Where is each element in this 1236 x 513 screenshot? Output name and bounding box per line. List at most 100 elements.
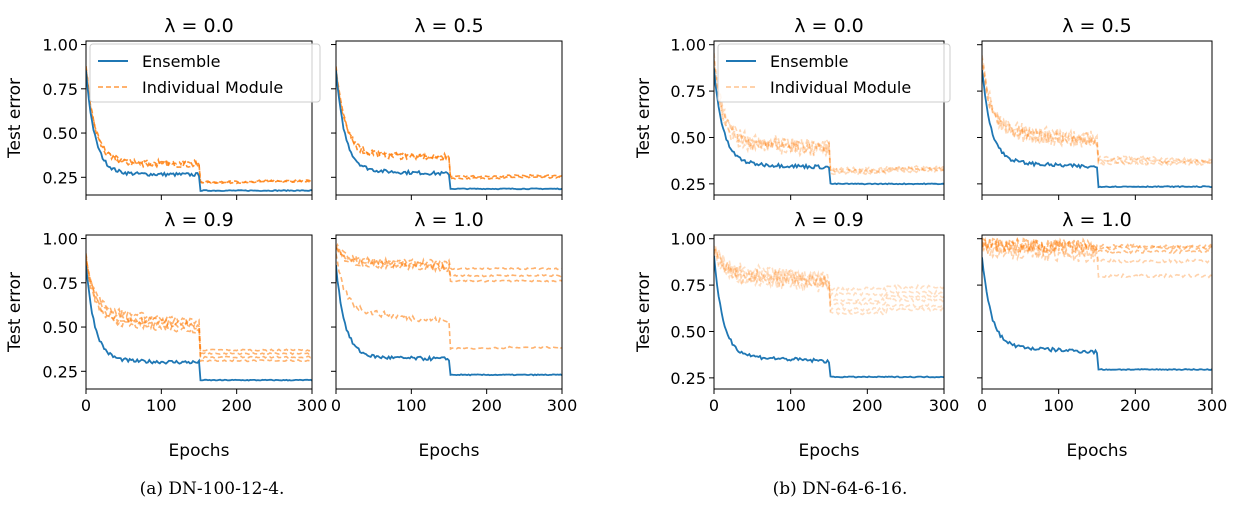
figure-a: λ = 0.0 0.25 0.50 0.75 1.00 Test error Ensembl… — [5, 15, 577, 499]
y-tick-label: 1.00 — [42, 36, 78, 55]
y-axis-label: Test error — [5, 78, 25, 159]
module-series-line — [714, 245, 944, 299]
x-tick-label: 100 — [146, 396, 177, 415]
y-tick-label: 1.00 — [42, 230, 78, 249]
subplot: λ = 0.5 — [977, 15, 1213, 200]
ensemble-series-line — [982, 69, 1212, 189]
ensemble-series-line — [86, 70, 312, 193]
y-tick-label: 0.25 — [42, 362, 78, 381]
ensemble-series-line — [714, 68, 944, 186]
y-tick-label: 1.00 — [670, 230, 706, 249]
ensemble-series-line — [336, 70, 562, 191]
module-series-line — [714, 249, 944, 304]
legend: Ensemble Individual Module — [717, 43, 951, 103]
x-axis-label: Epochs — [799, 441, 860, 461]
y-axis-label: Test error — [634, 272, 654, 353]
y-tick-label: 1.00 — [670, 36, 706, 55]
series-group — [336, 242, 562, 377]
subplot-title: λ = 0.5 — [1062, 15, 1131, 37]
y-tick-label: 0.75 — [670, 82, 706, 101]
x-tick-label: 0 — [81, 396, 91, 415]
x-axis-label: Epochs — [419, 441, 480, 461]
x-tick-label: 200 — [471, 396, 502, 415]
axes-frame — [713, 40, 945, 196]
figure-b: λ = 0.0 0.25 0.50 0.75 1.00 Test error Ensembl… — [634, 15, 1227, 499]
module-series-line — [982, 241, 1212, 279]
ensemble-series-line — [714, 255, 944, 379]
legend-label: Ensemble — [142, 52, 220, 71]
series-group — [86, 66, 312, 193]
subplot: λ = 1.0 0 100 200 300 Epochs — [331, 209, 577, 461]
y-tick-label: 0.75 — [670, 276, 706, 295]
module-series-line — [982, 64, 1212, 165]
x-tick-label: 100 — [775, 396, 806, 415]
x-tick-label: 0 — [331, 396, 341, 415]
module-series-line — [336, 253, 562, 351]
x-tick-label: 300 — [297, 396, 328, 415]
module-series-line — [982, 55, 1212, 163]
subplot: λ = 0.9 0 100 200 300 0.25 0.50 0.75 1.00 Test er… — [5, 209, 327, 461]
module-series-line — [714, 60, 944, 174]
module-series-line — [714, 248, 944, 316]
axes-frame — [713, 234, 945, 390]
y-axis-label: Test error — [5, 272, 25, 353]
module-series-line — [714, 58, 944, 175]
module-series-line — [714, 53, 944, 172]
module-series-line — [714, 249, 944, 307]
axes-frame — [85, 234, 313, 390]
legend-label: Individual Module — [770, 78, 911, 97]
module-series-line — [336, 247, 562, 278]
module-series-line — [336, 247, 562, 283]
x-axis-label: Epochs — [1067, 441, 1128, 461]
figure-caption: (a) DN-100-12-4. — [140, 479, 285, 499]
subplot: λ = 0.0 0.25 0.50 0.75 1.00 Test error Ensembl… — [5, 15, 321, 200]
axes-frame — [335, 234, 563, 390]
subplot-title: λ = 0.0 — [794, 15, 863, 37]
module-series-line — [982, 236, 1212, 254]
y-tick-label: 0.50 — [670, 322, 706, 341]
y-tick-label: 0.50 — [42, 124, 78, 143]
x-tick-label: 200 — [1120, 396, 1151, 415]
module-series-line — [86, 255, 312, 359]
y-tick-label: 0.75 — [42, 274, 78, 293]
legend-label: Ensemble — [770, 52, 848, 71]
subplot: λ = 0.9 0 100 200 300 0.25 0.50 0.75 1.00 Test er… — [634, 209, 959, 461]
module-series-line — [86, 258, 312, 356]
module-series-line — [86, 253, 312, 352]
module-series-line — [982, 58, 1212, 165]
y-tick-label: 0.25 — [670, 175, 706, 194]
y-tick-label: 0.50 — [670, 128, 706, 147]
axes-frame — [335, 40, 563, 196]
ensemble-series-line — [86, 265, 312, 382]
subplot-title: λ = 0.5 — [414, 15, 483, 37]
series-group — [982, 55, 1212, 189]
x-tick-label: 200 — [852, 396, 883, 415]
series-group — [714, 53, 944, 186]
y-tick-label: 0.25 — [42, 168, 78, 187]
x-tick-label: 300 — [1197, 396, 1228, 415]
axes-frame — [981, 234, 1213, 390]
y-tick-label: 0.25 — [670, 369, 706, 388]
series-group — [982, 236, 1212, 371]
legend-label: Individual Module — [142, 78, 283, 97]
x-tick-label: 300 — [547, 396, 578, 415]
ensemble-series-line — [982, 257, 1212, 371]
x-tick-label: 0 — [709, 396, 719, 415]
x-tick-label: 100 — [1043, 396, 1074, 415]
x-axis-label: Epochs — [169, 441, 230, 461]
series-group — [336, 66, 562, 191]
subplot: λ = 0.0 0.25 0.50 0.75 1.00 Test error Ensembl… — [634, 15, 951, 200]
axes-frame — [981, 40, 1213, 196]
x-tick-label: 300 — [929, 396, 960, 415]
y-tick-label: 0.50 — [42, 318, 78, 337]
subplot-title: λ = 0.0 — [164, 15, 233, 37]
x-tick-label: 200 — [221, 396, 252, 415]
legend-box — [717, 43, 951, 103]
legend: Ensemble Individual Module — [89, 43, 321, 103]
x-tick-label: 0 — [977, 396, 987, 415]
module-series-line — [714, 251, 944, 313]
module-series-line — [336, 242, 562, 271]
module-series-line — [982, 237, 1212, 264]
legend-box — [89, 43, 321, 103]
